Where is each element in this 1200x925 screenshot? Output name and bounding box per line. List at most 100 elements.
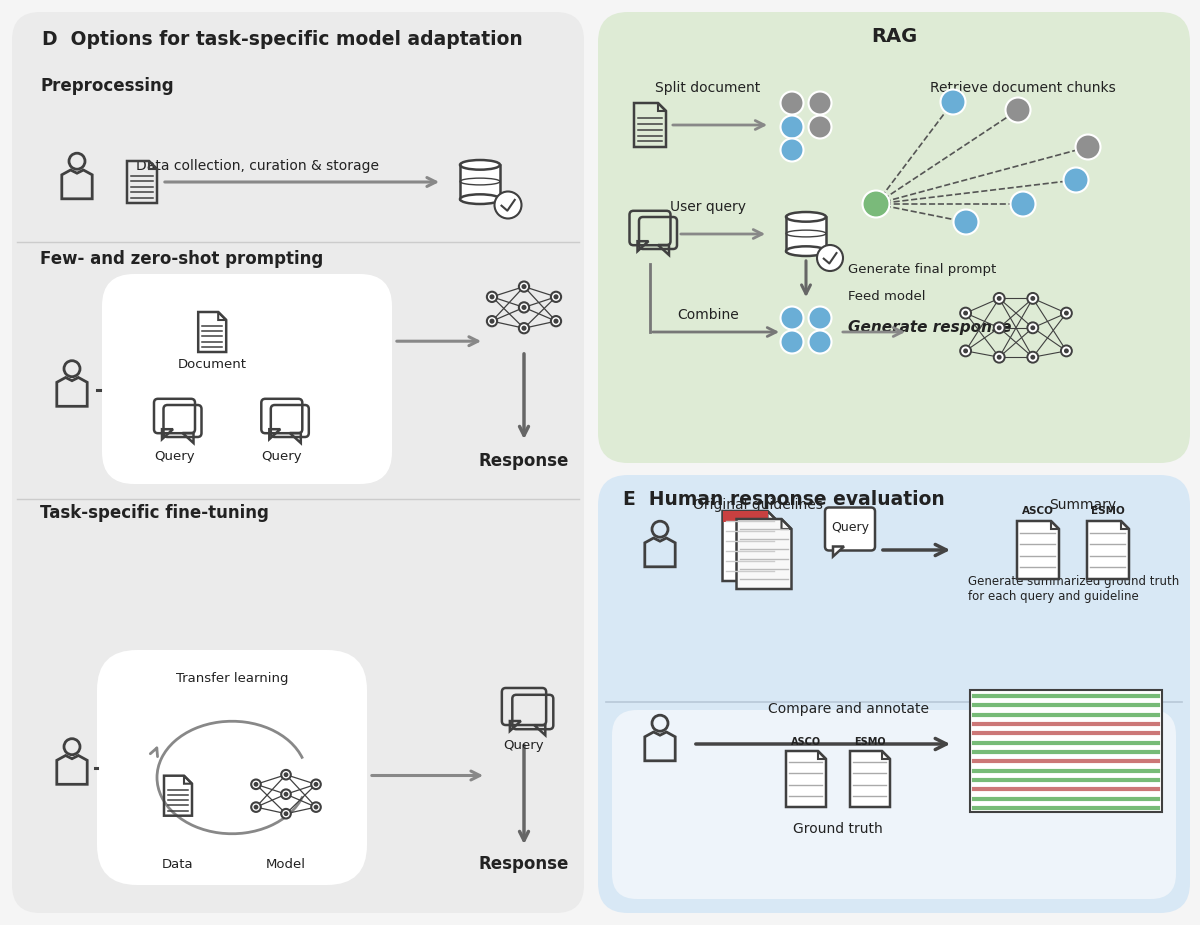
Circle shape [1064, 349, 1069, 353]
Text: Summary: Summary [1050, 498, 1116, 512]
Circle shape [253, 782, 258, 786]
Circle shape [1075, 134, 1100, 159]
Circle shape [313, 782, 318, 786]
Text: Preprocessing: Preprocessing [40, 77, 174, 95]
Circle shape [994, 322, 1004, 333]
Circle shape [487, 291, 497, 302]
Circle shape [1027, 352, 1038, 363]
Polygon shape [1018, 521, 1060, 579]
Circle shape [1064, 311, 1069, 315]
FancyBboxPatch shape [12, 12, 584, 913]
Text: ASCO: ASCO [791, 737, 821, 747]
Circle shape [863, 191, 889, 217]
Text: E  Human response evaluation: E Human response evaluation [623, 490, 944, 509]
Circle shape [494, 191, 522, 218]
Circle shape [1010, 191, 1036, 216]
Circle shape [941, 90, 966, 115]
Circle shape [997, 355, 1002, 360]
Circle shape [311, 780, 320, 789]
Text: Generate response: Generate response [848, 320, 1012, 335]
Text: Combine: Combine [677, 308, 739, 322]
Circle shape [283, 792, 288, 796]
Polygon shape [1087, 521, 1129, 579]
Text: ESMO: ESMO [854, 737, 886, 747]
Circle shape [809, 92, 832, 115]
Circle shape [553, 318, 558, 324]
Circle shape [809, 330, 832, 353]
Circle shape [964, 349, 968, 353]
Text: Ground truth: Ground truth [793, 822, 883, 836]
Circle shape [964, 311, 968, 315]
Circle shape [817, 245, 844, 271]
FancyBboxPatch shape [612, 710, 1176, 899]
Circle shape [780, 92, 804, 115]
Circle shape [522, 284, 527, 290]
Circle shape [1031, 355, 1036, 360]
Polygon shape [737, 519, 792, 589]
Polygon shape [786, 216, 826, 252]
Circle shape [780, 330, 804, 353]
Text: Retrieve document chunks: Retrieve document chunks [930, 81, 1116, 95]
Text: Query: Query [262, 450, 302, 463]
Circle shape [283, 811, 288, 816]
Circle shape [518, 323, 529, 333]
FancyBboxPatch shape [97, 650, 367, 885]
Circle shape [994, 352, 1004, 363]
Text: Compare and annotate: Compare and annotate [768, 702, 929, 716]
Polygon shape [850, 751, 890, 807]
Circle shape [253, 805, 258, 809]
Circle shape [997, 326, 1002, 330]
Circle shape [1061, 345, 1072, 356]
Circle shape [311, 802, 320, 812]
Circle shape [522, 326, 527, 331]
Text: Scored report: Scored report [1036, 702, 1130, 716]
Text: ESMO: ESMO [1091, 506, 1124, 516]
Text: RAG: RAG [871, 27, 917, 46]
Text: Data: Data [162, 858, 194, 871]
Ellipse shape [460, 160, 500, 169]
Circle shape [994, 293, 1004, 303]
Circle shape [490, 318, 494, 324]
Circle shape [522, 305, 527, 310]
Circle shape [997, 296, 1002, 301]
Text: Query: Query [154, 450, 194, 463]
Circle shape [551, 291, 562, 302]
Text: Original guidelines: Original guidelines [694, 498, 823, 512]
Polygon shape [722, 511, 768, 522]
Circle shape [780, 116, 804, 139]
Text: Transfer learning: Transfer learning [175, 672, 288, 685]
Circle shape [809, 116, 832, 139]
FancyBboxPatch shape [598, 475, 1190, 913]
Polygon shape [460, 165, 500, 199]
Circle shape [1063, 167, 1088, 192]
Circle shape [553, 294, 558, 300]
Text: Query: Query [504, 738, 545, 751]
Text: Split document: Split document [655, 81, 761, 95]
Circle shape [960, 345, 971, 356]
Text: Feed model: Feed model [848, 290, 925, 303]
FancyBboxPatch shape [598, 12, 1190, 463]
Circle shape [283, 772, 288, 777]
Circle shape [809, 306, 832, 329]
Text: ASCO: ASCO [1022, 506, 1054, 516]
Circle shape [1027, 293, 1038, 303]
Circle shape [1031, 296, 1036, 301]
Circle shape [281, 770, 290, 780]
Polygon shape [833, 547, 844, 557]
Circle shape [960, 308, 971, 318]
Circle shape [954, 209, 978, 235]
Ellipse shape [786, 212, 826, 222]
Text: Response: Response [479, 855, 569, 873]
Text: Generate summarized ground truth
for each query and guideline: Generate summarized ground truth for eac… [968, 575, 1180, 603]
Circle shape [487, 316, 497, 327]
Circle shape [518, 281, 529, 291]
Circle shape [281, 789, 290, 799]
FancyBboxPatch shape [826, 508, 875, 550]
Circle shape [281, 808, 290, 819]
Circle shape [251, 802, 260, 812]
Polygon shape [786, 751, 826, 807]
Circle shape [780, 306, 804, 329]
FancyBboxPatch shape [970, 690, 1162, 812]
Circle shape [1027, 322, 1038, 333]
Polygon shape [722, 511, 778, 581]
